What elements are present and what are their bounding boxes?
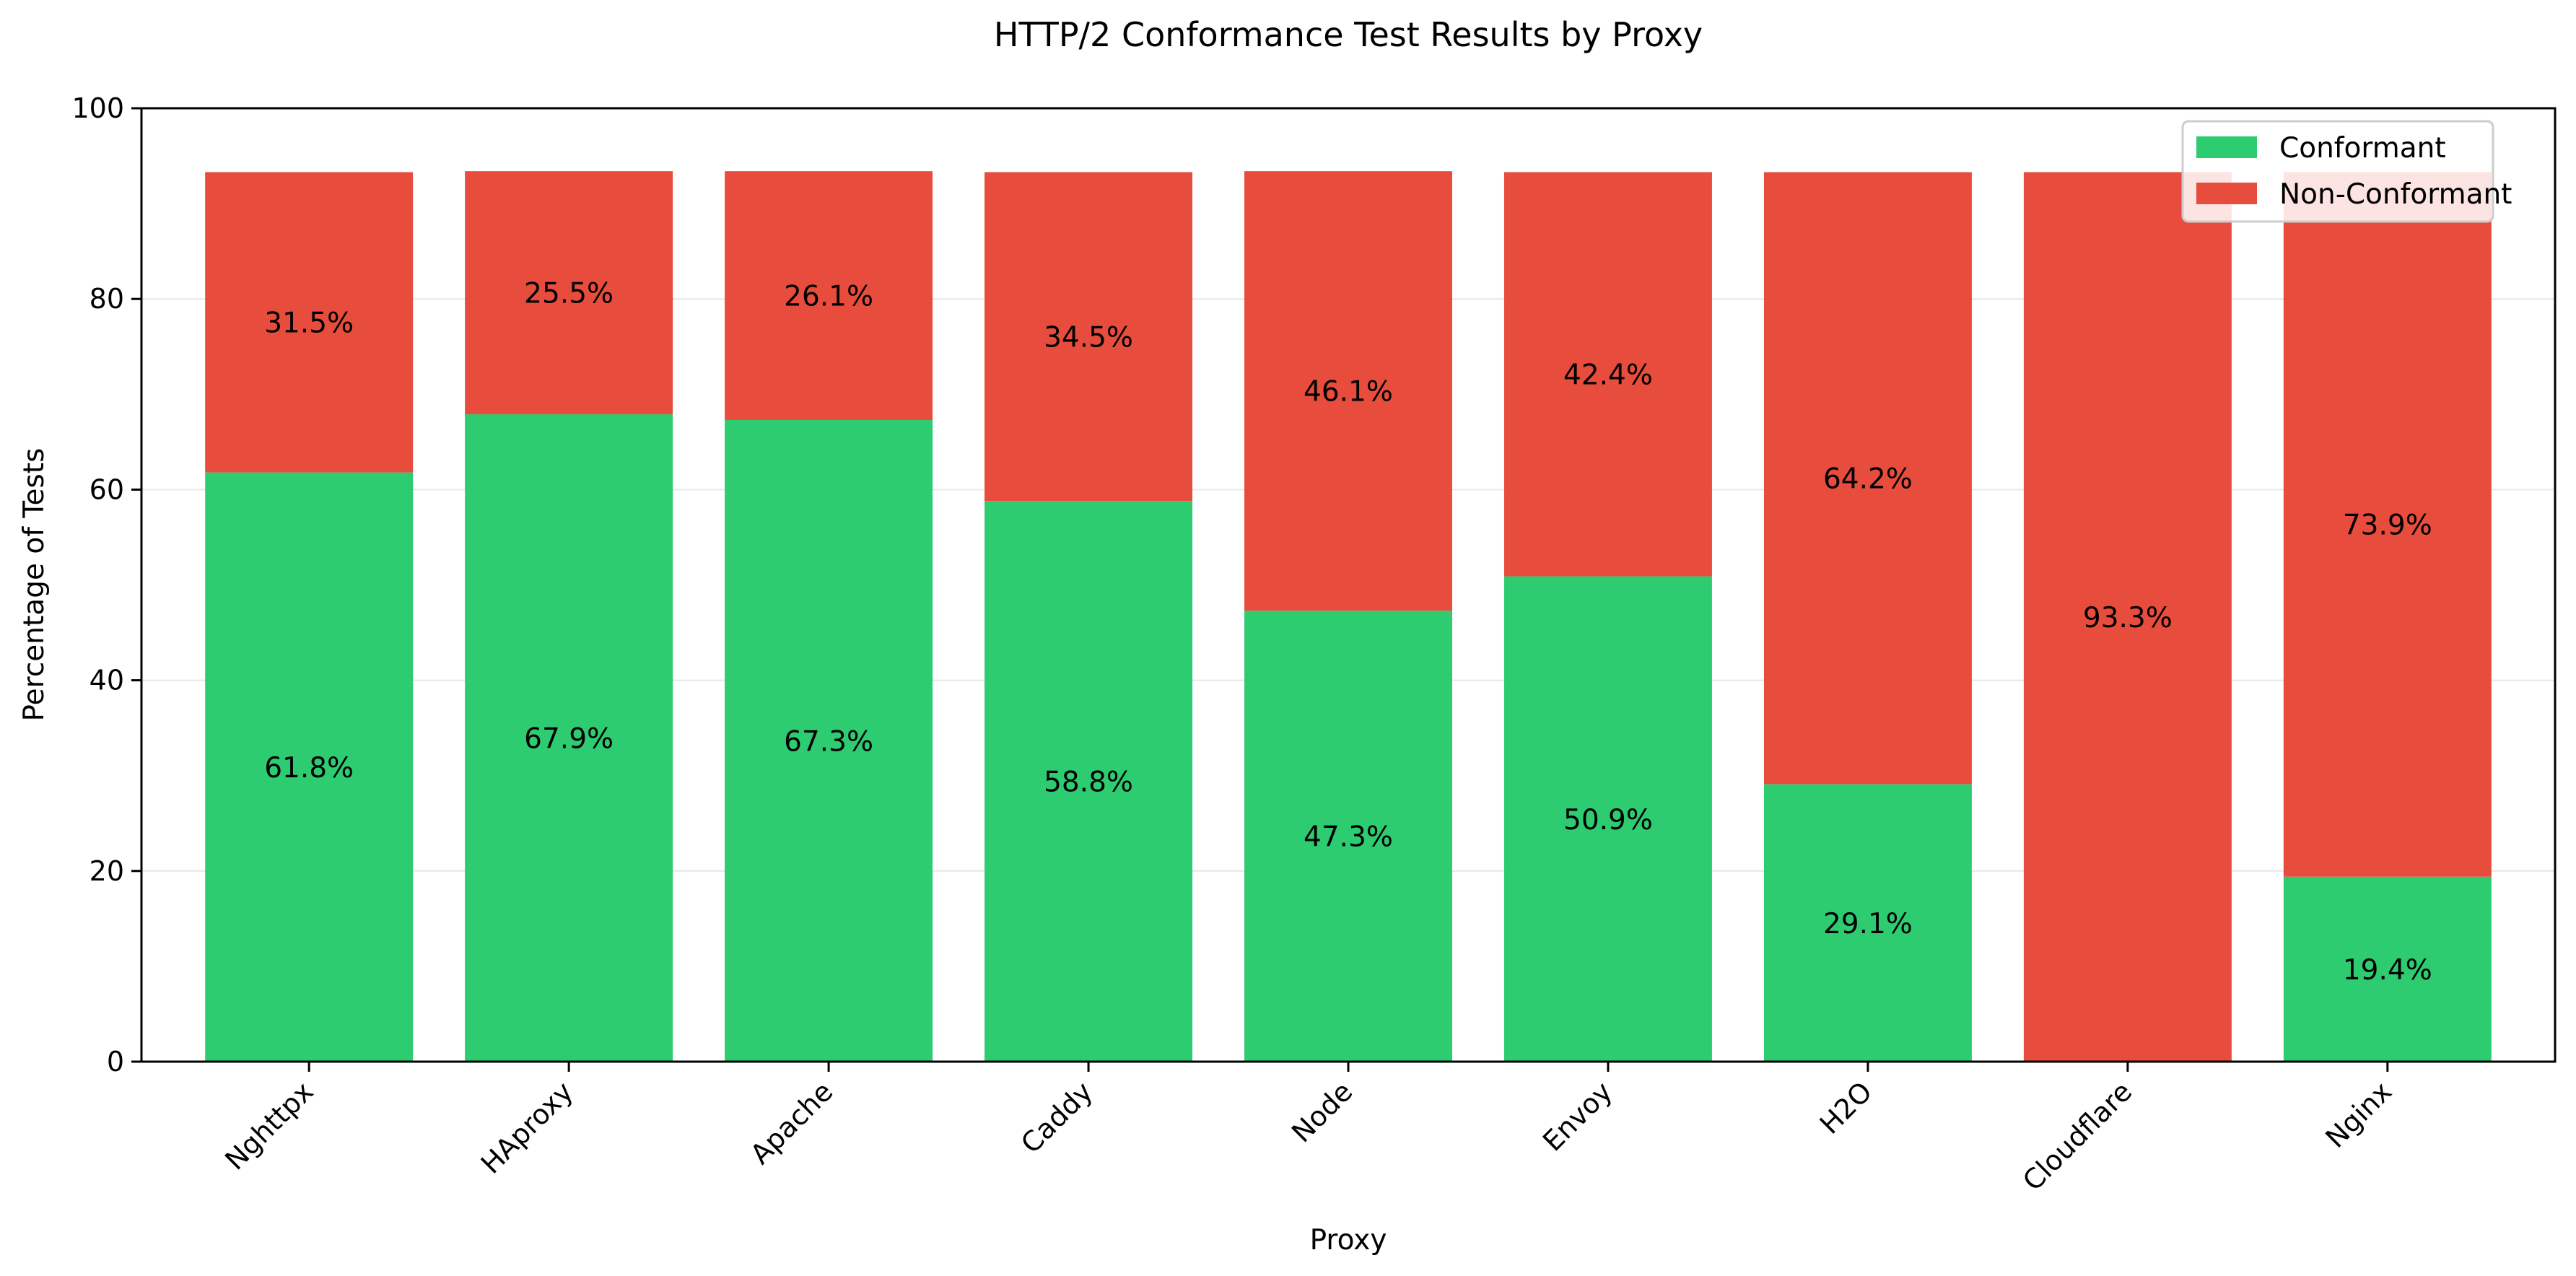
legend-label-non-conformant: Non-Conformant (2279, 178, 2512, 211)
bar-non-conformant-node (1244, 171, 1452, 611)
y-axis: 0 20 40 60 80 100 (71, 92, 141, 1078)
bar-label-conformant-nghttpx: 61.8% (264, 752, 354, 785)
legend-box (2181, 120, 2494, 223)
bar-conformant-envoy (1503, 576, 1712, 1062)
legend-swatch-conformant (2196, 136, 2257, 158)
bar-label-non-conformant-apache: 26.1% (784, 281, 873, 313)
bar-label-conformant-haproxy: 67.9% (524, 723, 614, 756)
bar-non-conformant-nghttpx (205, 172, 414, 473)
y-axis-label: Percentage of Tests (18, 448, 51, 722)
x-axis: Nghttpx HAproxy Apache Caddy Node Envoy H2O Clo… (219, 1062, 2398, 1197)
x-tick-label-apache: Apache (744, 1075, 839, 1170)
bar-non-conformant-caddy (984, 172, 1193, 502)
bar-label-non-conformant-caddy: 34.5% (1044, 321, 1133, 354)
bar-label-conformant-envoy: 50.9% (1563, 804, 1653, 836)
bar-conformant-caddy (984, 501, 1193, 1062)
bar-labels: 61.8% 31.5% 67.9% 25.5% 67.3% 26.1% 58.8% 34.5%… (264, 278, 2432, 987)
bar-label-conformant-apache: 67.3% (784, 725, 873, 758)
y-tick-label: 40 (89, 665, 124, 696)
bar-conformant-apache (725, 419, 933, 1062)
legend: Conformant Non-Conformant (2181, 120, 2512, 223)
x-tick-label-caddy: Caddy (1015, 1075, 1099, 1159)
bar-non-conformant-haproxy (465, 171, 673, 415)
bar-conformant-nghttpx (205, 472, 414, 1062)
bar-label-non-conformant-envoy: 42.4% (1563, 359, 1653, 392)
bars (205, 171, 2492, 1062)
bar-conformant-h2o (1763, 784, 1972, 1062)
y-tick-label: 80 (89, 283, 124, 315)
chart-title: HTTP/2 Conformance Test Results by Proxy (994, 15, 1703, 54)
y-tick-label: 0 (107, 1046, 124, 1078)
x-tick-label-cloudflare: Cloudflare (2017, 1075, 2138, 1197)
x-tick-label-envoy: Envoy (1537, 1075, 1618, 1157)
y-tick-label: 60 (89, 473, 124, 505)
x-tick-label-haproxy: HAproxy (475, 1075, 580, 1180)
bar-label-conformant-node: 47.3% (1304, 821, 1393, 854)
bar-label-conformant-h2o: 29.1% (1823, 908, 1913, 940)
bar-non-conformant-apache (725, 171, 933, 420)
legend-swatch-non-conformant (2196, 183, 2257, 204)
bar-label-non-conformant-h2o: 64.2% (1823, 463, 1913, 496)
bar-label-conformant-nginx: 19.4% (2343, 954, 2432, 987)
bar-conformant-nginx (2283, 876, 2492, 1062)
bar-conformant-haproxy (465, 414, 673, 1062)
bar-label-non-conformant-cloudflare: 93.3% (2083, 602, 2173, 634)
x-tick-label-nghttpx: Nghttpx (219, 1075, 319, 1176)
bar-non-conformant-h2o (1763, 172, 1972, 785)
y-tick-label: 100 (71, 92, 124, 124)
bar-label-non-conformant-nghttpx: 31.5% (264, 307, 354, 340)
bar-non-conformant-nginx (2283, 172, 2492, 877)
x-axis-label: Proxy (1310, 1224, 1387, 1257)
y-tick-label: 20 (89, 855, 124, 887)
x-tick-label-node: Node (1285, 1075, 1358, 1148)
bar-non-conformant-cloudflare (2023, 172, 2232, 1062)
bar-label-non-conformant-node: 46.1% (1304, 376, 1393, 408)
x-tick-label-h2o: H2O (1814, 1075, 1879, 1140)
bar-label-non-conformant-nginx: 73.9% (2343, 510, 2432, 542)
bar-label-conformant-caddy: 58.8% (1044, 766, 1133, 799)
bar-conformant-node (1244, 611, 1452, 1062)
x-tick-label-nginx: Nginx (2320, 1075, 2398, 1154)
bar-label-non-conformant-haproxy: 25.5% (524, 278, 614, 310)
legend-label-conformant: Conformant (2279, 132, 2446, 165)
bar-non-conformant-envoy (1503, 172, 1712, 577)
